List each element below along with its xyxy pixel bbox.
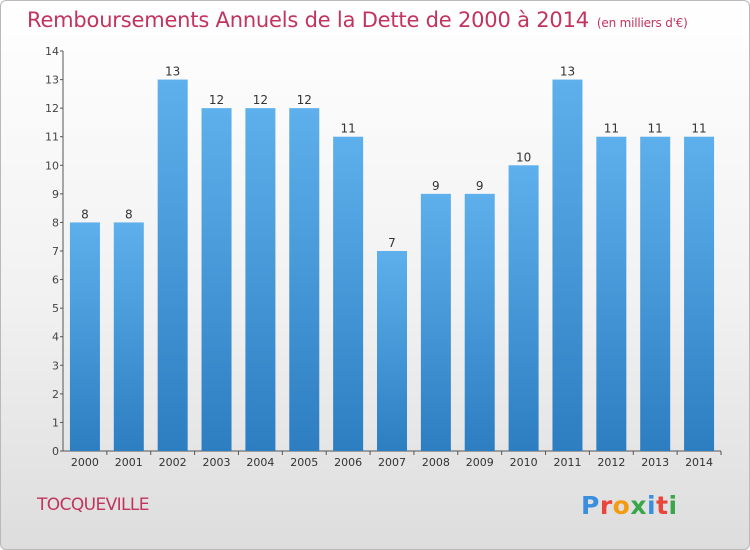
x-tick-label: 2004 [246,456,274,469]
x-tick-label: 2003 [203,456,231,469]
y-tick-label: 10 [45,159,59,172]
x-tick-label: 2014 [685,456,713,469]
y-tick-label: 3 [52,359,59,372]
bar [289,108,320,452]
x-tick-label: 2007 [378,456,406,469]
y-tick-label: 4 [52,331,59,344]
y-tick-label: 8 [52,216,59,229]
x-tick-label: 2001 [115,456,143,469]
x-tick-label: 2002 [159,456,187,469]
y-tick-label: 0 [52,445,59,458]
x-tick-label: 2000 [71,456,99,469]
y-tick-label: 9 [52,188,59,201]
bars [69,79,715,452]
x-tick-label: 2013 [641,456,669,469]
y-tick-label: 13 [45,74,59,87]
bar [69,222,100,451]
logo-letter: x [630,491,647,520]
chart-subtitle: (en milliers d'€) [596,16,688,30]
x-tick-label: 2010 [510,456,538,469]
y-tick-label: 11 [45,131,59,144]
x-axis: 2000 2001 2002 2003 2004 2005 2006 2007 2008 2009… [63,450,722,469]
y-tick-label: 7 [52,245,59,258]
x-tick-label: 2005 [290,456,318,469]
logo-letter: r [599,491,613,520]
bar [245,108,276,452]
chart-title: Remboursements Annuels de la Dette de 20… [27,8,688,32]
x-tick-label: 2011 [553,456,581,469]
bar [113,222,144,451]
data-label: 11 [648,122,663,136]
chart-title-text: Remboursements Annuels de la Dette de 20… [27,8,589,32]
y-tick-label: 6 [52,274,59,287]
data-label: 8 [125,207,133,221]
bar [333,136,364,451]
bar [377,251,407,451]
bar [596,136,627,451]
data-label: 11 [340,122,355,136]
data-label: 9 [432,179,440,193]
bar [201,108,232,452]
logo-letter: t [656,491,669,520]
data-label: 12 [209,93,224,107]
data-label: 13 [560,65,575,79]
logo-letter: P [581,491,600,520]
bar [157,79,188,452]
data-labels: 8 8 13 12 12 12 11 7 9 9 10 13 11 11 11 [81,65,707,250]
data-label: 13 [165,65,180,79]
data-label: 9 [476,179,484,193]
commune-name: TOCQUEVILLE [37,495,150,515]
x-tick-label: 2012 [597,456,625,469]
data-label: 12 [297,93,312,107]
logo-letter: i [668,491,678,520]
bar [420,193,451,451]
bar [552,79,583,452]
bar [508,165,539,452]
data-label: 12 [253,93,268,107]
bar [684,136,715,451]
y-tick-label: 14 [45,45,59,58]
data-label: 8 [81,207,89,221]
x-tick-label: 2008 [422,456,450,469]
data-label: 10 [516,150,531,164]
y-tick-label: 2 [52,388,59,401]
bar [464,193,495,451]
x-tick-label: 2009 [466,456,494,469]
data-label: 11 [691,122,706,136]
logo-letter: o [612,491,631,520]
proxiti-logo: Proxiti [581,491,678,520]
data-label: 11 [604,122,619,136]
logo-letter: i [647,491,657,520]
bar [640,136,671,451]
data-label: 7 [388,236,396,250]
y-tick-label: 1 [52,416,59,429]
y-tick-label: 5 [52,302,59,315]
y-tick-label: 12 [45,102,59,115]
x-tick-label: 2006 [334,456,362,469]
